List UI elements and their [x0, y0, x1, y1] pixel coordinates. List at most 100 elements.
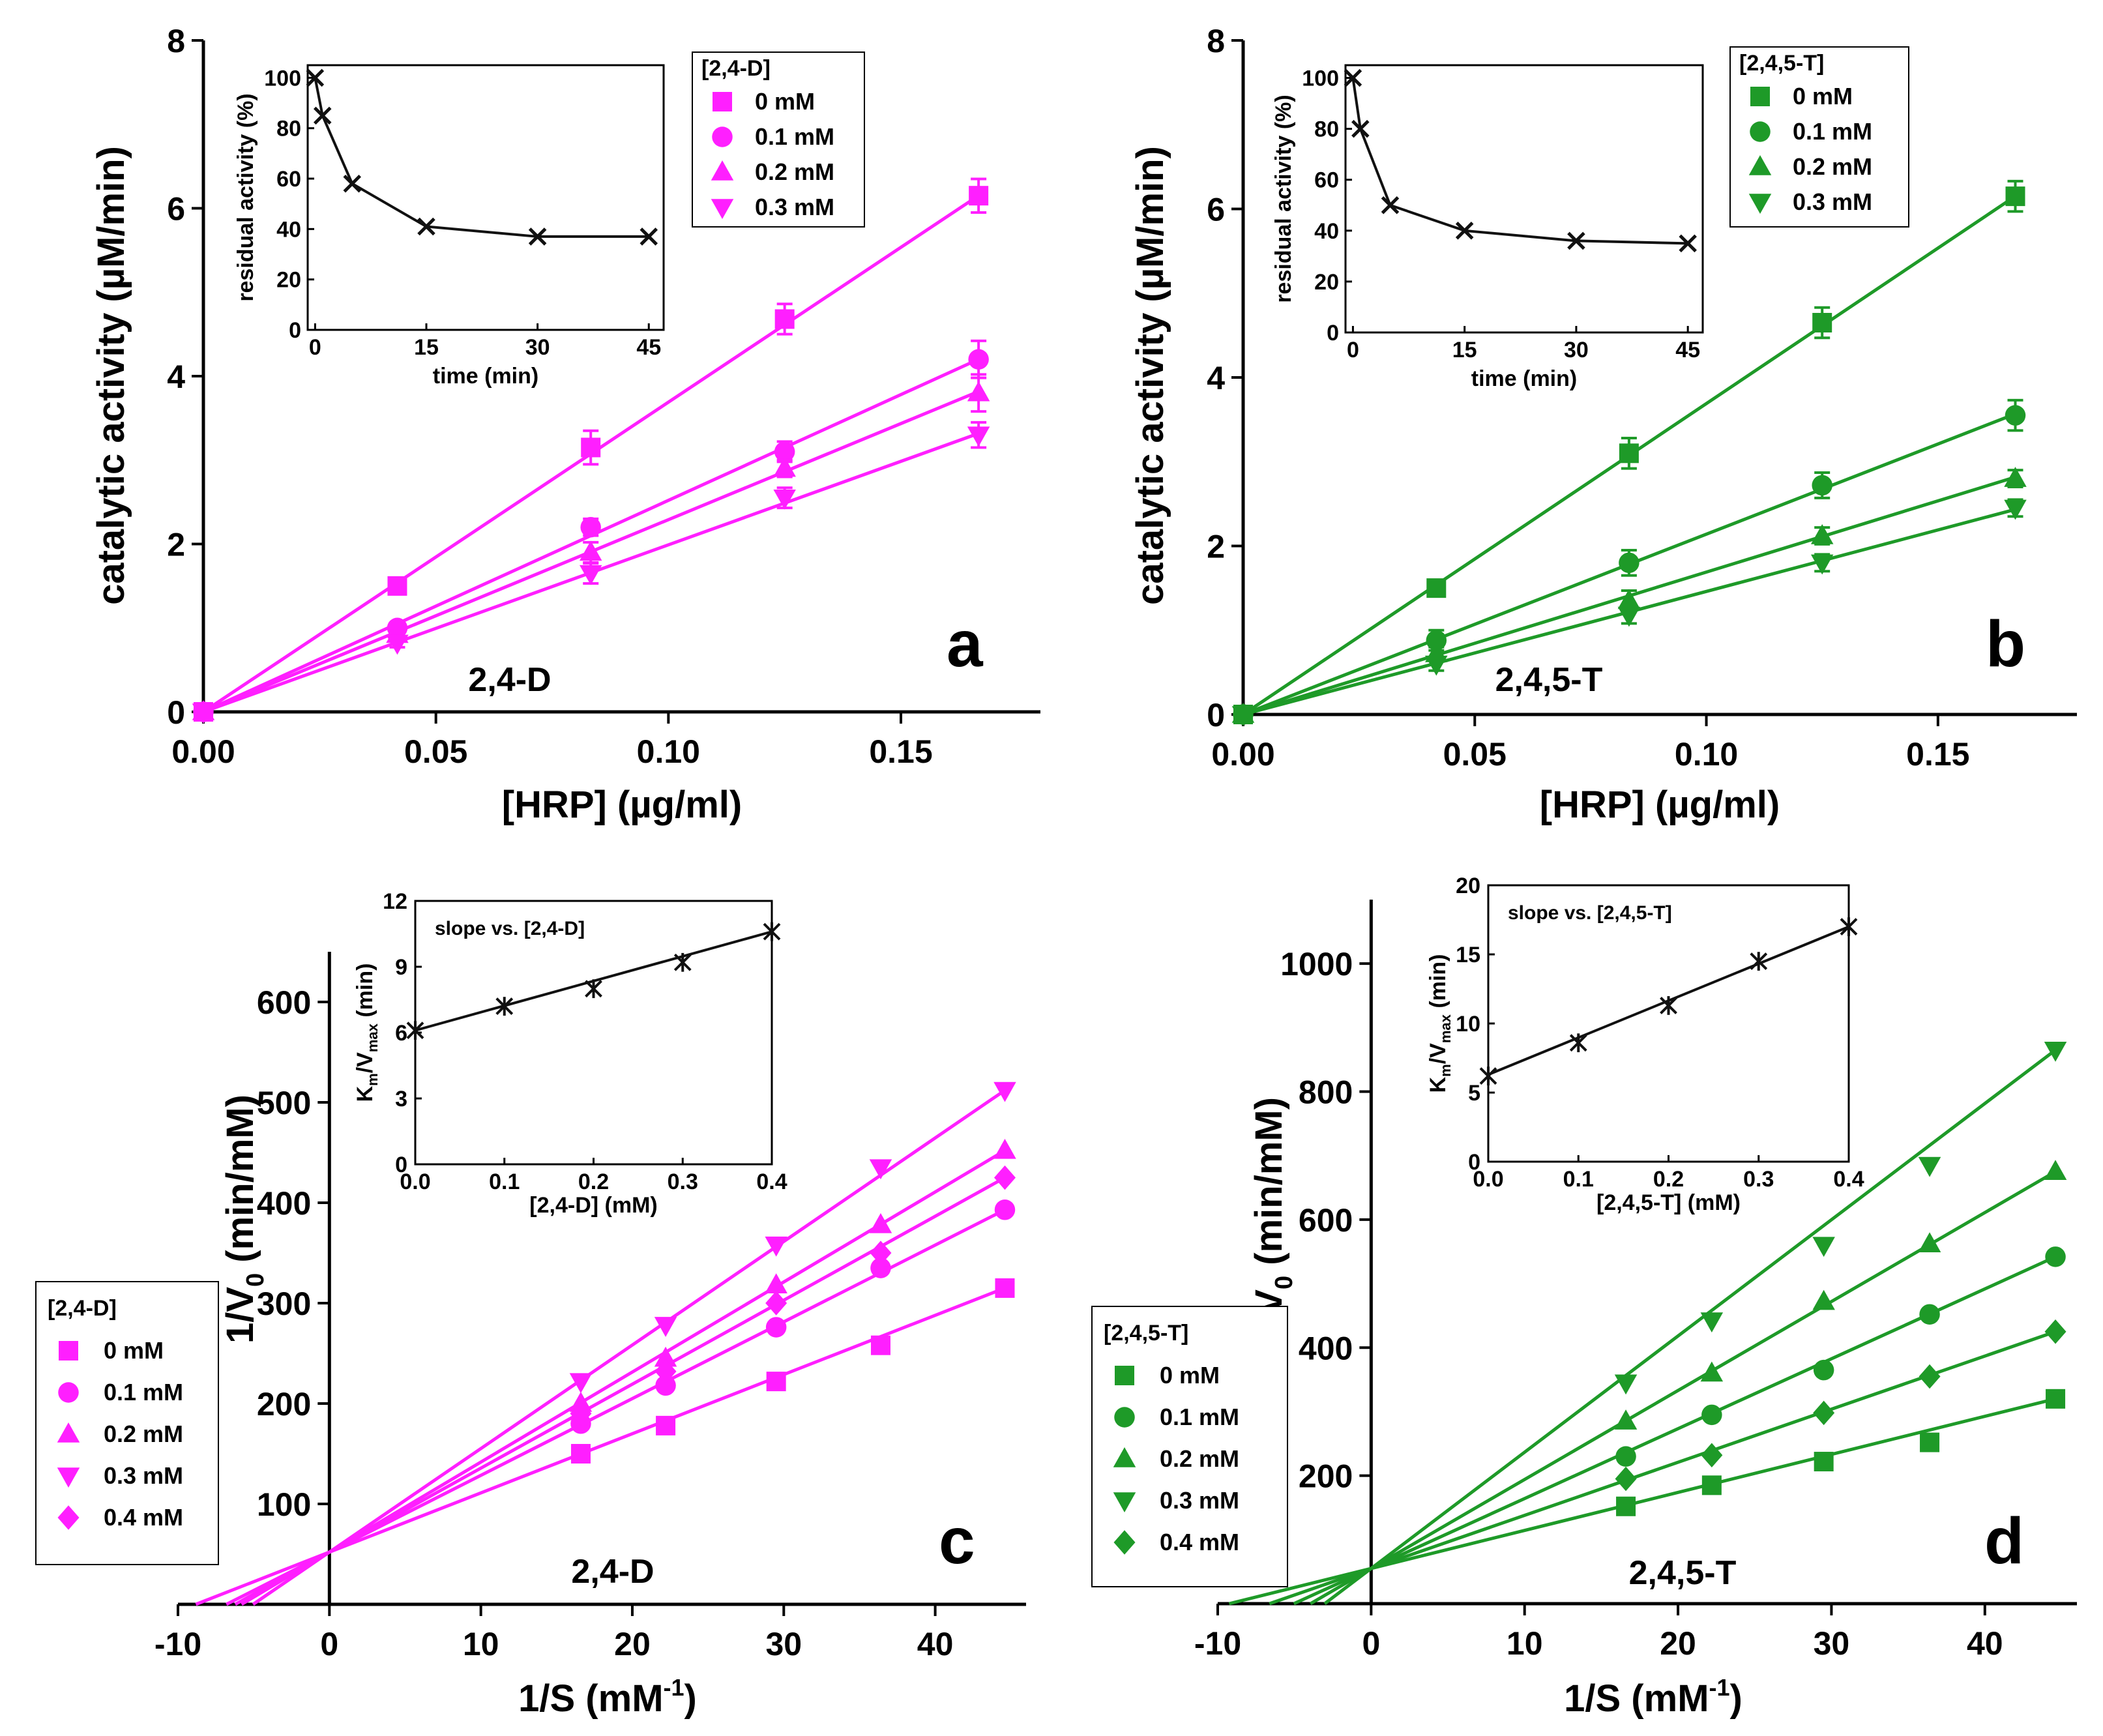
y-tick-label: 6 [1207, 192, 1225, 228]
legend-marker-shape [712, 126, 733, 147]
inset-y-tick-label: 80 [276, 117, 301, 141]
inset-y-label-sub1: m [1437, 1064, 1454, 1077]
data-point [2005, 405, 2026, 426]
inset-data-point-stroke2 [1567, 231, 1585, 250]
inset-x-tick-label: 45 [636, 335, 661, 360]
data-point [1231, 706, 1255, 726]
data-point [870, 1241, 892, 1265]
legend-marker [711, 160, 734, 181]
legend-marker-shape [57, 1467, 80, 1488]
legend-title: [2,4-D] [48, 1296, 117, 1321]
inset-y-tick-label: 80 [1314, 117, 1339, 142]
panel-label: c [939, 1505, 975, 1578]
inset-y-tick-label: 0 [1327, 321, 1339, 346]
legend-marker [713, 92, 732, 111]
inset-data-point-stroke2 [313, 106, 332, 125]
x-tick-label: 0 [1362, 1625, 1380, 1662]
inset-data-point [495, 997, 514, 1016]
data-point [969, 186, 989, 206]
y-tick-label: 400 [257, 1185, 311, 1222]
legend-marker [57, 1422, 80, 1443]
y-tick-label: 2 [1207, 529, 1225, 565]
inset-data-point [763, 922, 781, 941]
data-point-shape [1920, 1432, 1940, 1452]
data-point [1814, 1452, 1834, 1472]
y-axis-label-end: (min/mM) [219, 1095, 261, 1273]
x-tick-label: 10 [1507, 1625, 1543, 1662]
x-tick-label: -10 [154, 1626, 201, 1662]
data-point [968, 349, 989, 370]
x-axis-label-end: ) [684, 1677, 697, 1720]
data-point-shape [2005, 186, 2025, 207]
data-point [579, 565, 602, 585]
inset-data-point [313, 106, 332, 125]
x-tick-label: 10 [463, 1626, 499, 1662]
data-point-shape [1812, 1237, 1835, 1258]
inset-data-point [528, 228, 547, 246]
data-point [1919, 1304, 1940, 1325]
inset-x-tick-label: 15 [1452, 338, 1477, 362]
data-point-shape [192, 703, 215, 724]
data-point [579, 540, 602, 561]
data-point [870, 1258, 891, 1278]
data-point [1617, 606, 1641, 627]
inset-data-point [1455, 222, 1474, 240]
inset-data-point-stroke2 [1344, 68, 1362, 87]
data-point [580, 517, 601, 538]
inset-data-point-stroke2 [1455, 222, 1474, 240]
data-point [1426, 578, 1447, 598]
data-point [2046, 1389, 2066, 1409]
fit-line-0.1mM [1293, 1255, 2057, 1606]
data-point [1813, 1400, 1835, 1426]
inset-x-tick-label: 15 [414, 335, 439, 360]
x-axis-label-end: ) [1730, 1677, 1743, 1720]
data-point-shape [1617, 589, 1641, 610]
inset-y-axis-label: residual activity (%) [1271, 95, 1296, 302]
legend-marker-shape [58, 1382, 79, 1403]
inset-x-tick-label: 0.2 [1653, 1167, 1684, 1192]
legend-marker-shape [1113, 1530, 1136, 1555]
inset-data-point-stroke2 [1679, 234, 1697, 253]
data-point [1810, 523, 1834, 544]
data-point [2004, 499, 2027, 520]
data-point-shape [1814, 1452, 1834, 1472]
inset-x-axis-label: [2,4,5-T] (mM) [1596, 1190, 1741, 1215]
data-point-shape [1701, 1475, 1722, 1495]
data-point [1619, 552, 1640, 574]
inset-x-tick-label: 0.3 [668, 1170, 698, 1194]
data-point-shape [581, 437, 601, 458]
data-point [1426, 630, 1447, 651]
data-point [1615, 1466, 1637, 1492]
data-point-shape [1810, 523, 1834, 544]
legend-label: 0.1 mM [755, 123, 834, 150]
data-point [654, 1346, 677, 1367]
inset-data-point-stroke2 [640, 228, 658, 246]
data-point-shape [1919, 1364, 1941, 1389]
inset-y-tick-label: 40 [1314, 219, 1339, 244]
legend-marker-shape [1113, 1492, 1136, 1512]
legend-marker [1750, 121, 1771, 142]
data-point [656, 1415, 676, 1435]
data-point-shape [2045, 1246, 2066, 1267]
legend-marker [57, 1467, 80, 1488]
data-point [1617, 589, 1641, 610]
y-tick-label: 100 [257, 1486, 311, 1523]
legend-label: 0.1 mM [104, 1379, 183, 1405]
data-point-shape [2004, 499, 2027, 520]
inset-y-tick-label: 60 [1314, 168, 1339, 193]
inset-data-point [1381, 196, 1400, 214]
data-point [1425, 655, 1448, 676]
inset-y-tick-label: 100 [264, 66, 301, 91]
data-point-shape [579, 540, 602, 561]
inset-y-tick-label: 9 [395, 955, 407, 980]
data-point-shape [1615, 1466, 1637, 1492]
data-point-shape [2044, 1319, 2066, 1344]
inset-y-tick-label: 12 [383, 889, 407, 914]
data-point-shape [765, 1273, 787, 1294]
data-point [1813, 1359, 1834, 1381]
legend-marker [1114, 1407, 1135, 1428]
data-point-shape [1918, 1232, 1941, 1252]
data-point [1616, 1496, 1636, 1516]
data-point-shape [765, 1291, 787, 1316]
data-point [765, 1236, 787, 1257]
